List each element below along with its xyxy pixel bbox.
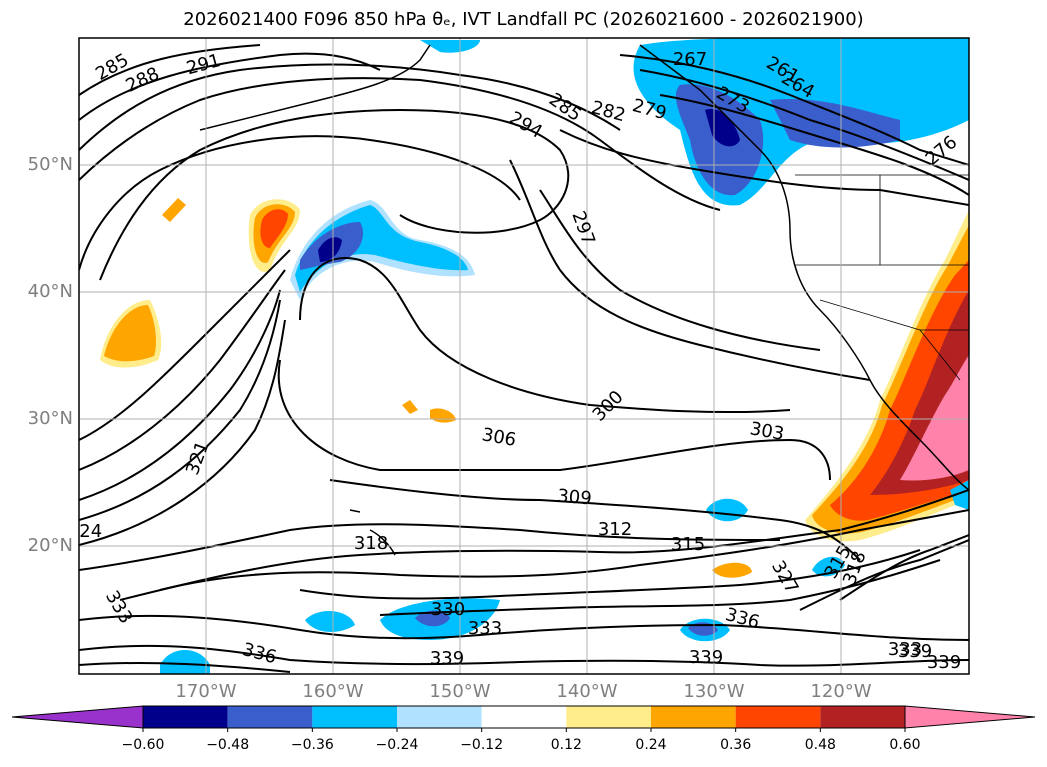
contour-label: 324 <box>68 521 102 542</box>
shade-nw-red <box>260 209 288 248</box>
contour-label: 339 <box>898 641 932 662</box>
colorbar-tick-label: 0.24 <box>635 737 667 753</box>
contour-label: 339 <box>430 648 464 669</box>
contour-label: 315 <box>671 534 705 555</box>
gridlines <box>79 38 969 674</box>
contour-label: 312 <box>598 519 632 540</box>
colorbar-tick-label: 0.12 <box>550 737 582 753</box>
shade-cell-6 <box>415 610 450 627</box>
colorbar-tick-label: −0.12 <box>460 737 504 753</box>
colorbar-tick-label: −0.36 <box>290 737 334 753</box>
contour-label: 339 <box>689 647 723 668</box>
colorbar-tick-label: 0.60 <box>889 737 921 753</box>
lon-label: 140°W <box>556 681 618 702</box>
contour-label: 333 <box>888 639 922 660</box>
theta-e-contours <box>79 44 969 673</box>
contour-label: 330 <box>431 599 465 620</box>
lon-label: 170°W <box>175 681 237 702</box>
shade-w-orange2 <box>104 305 156 362</box>
chart-title: 2026021400 F096 850 hPa θₑ, IVT Landfall… <box>183 9 864 30</box>
shade-northeast-blue2 <box>770 99 900 148</box>
lat-label: 30°N <box>27 408 73 429</box>
lon-label: 160°W <box>302 681 364 702</box>
colorbar-segment <box>227 706 313 728</box>
colorbar-extend-low <box>11 705 144 729</box>
colorbar-segment <box>651 706 736 728</box>
colorbar-segment <box>312 706 397 728</box>
contour-label: 318 <box>354 533 388 554</box>
shade-top-cyan <box>420 40 480 53</box>
shade-se-plume-pink <box>900 355 969 481</box>
lon-label: 150°W <box>429 681 491 702</box>
shade-small-yellow1 <box>162 198 186 222</box>
lat-label: 20°N <box>27 535 73 556</box>
colorbar-segment <box>481 706 567 728</box>
shade-cell-4 <box>305 610 355 632</box>
lat-label: 50°N <box>27 154 73 175</box>
contour-label: 309 <box>556 486 592 510</box>
colorbar-extend-high <box>904 705 1036 729</box>
colorbar-segment <box>820 706 905 728</box>
contour-label: 339 <box>927 652 961 673</box>
colorbar <box>11 705 1036 732</box>
colorbar-segment <box>735 706 821 728</box>
colorbar-segment <box>397 706 482 728</box>
colorbar-tick-label: −0.24 <box>375 737 419 753</box>
colorbar-segment <box>566 706 651 728</box>
colorbar-segment <box>143 706 228 728</box>
shade-cell-7 <box>160 650 210 674</box>
political-borders <box>795 174 969 381</box>
colorbar-tick-label: 0.48 <box>804 737 836 753</box>
contour-label: 333 <box>468 618 502 639</box>
shade-cell-9 <box>712 562 752 578</box>
shade-small-yellow3 <box>402 400 418 414</box>
lon-label: 120°W <box>810 681 872 702</box>
colorbar-tick-label: −0.60 <box>121 737 165 753</box>
map-frame <box>78 37 970 675</box>
shade-cell-10 <box>950 480 969 510</box>
shade-central-darkblue <box>318 237 342 262</box>
contour-label: 267 <box>673 49 707 70</box>
lat-label: 40°N <box>27 281 73 302</box>
colorbar-tick-label: −0.48 <box>206 737 250 753</box>
colorbar-tick-label: 0.36 <box>720 737 752 753</box>
coastlines <box>199 44 969 556</box>
lon-label: 130°W <box>683 681 745 702</box>
